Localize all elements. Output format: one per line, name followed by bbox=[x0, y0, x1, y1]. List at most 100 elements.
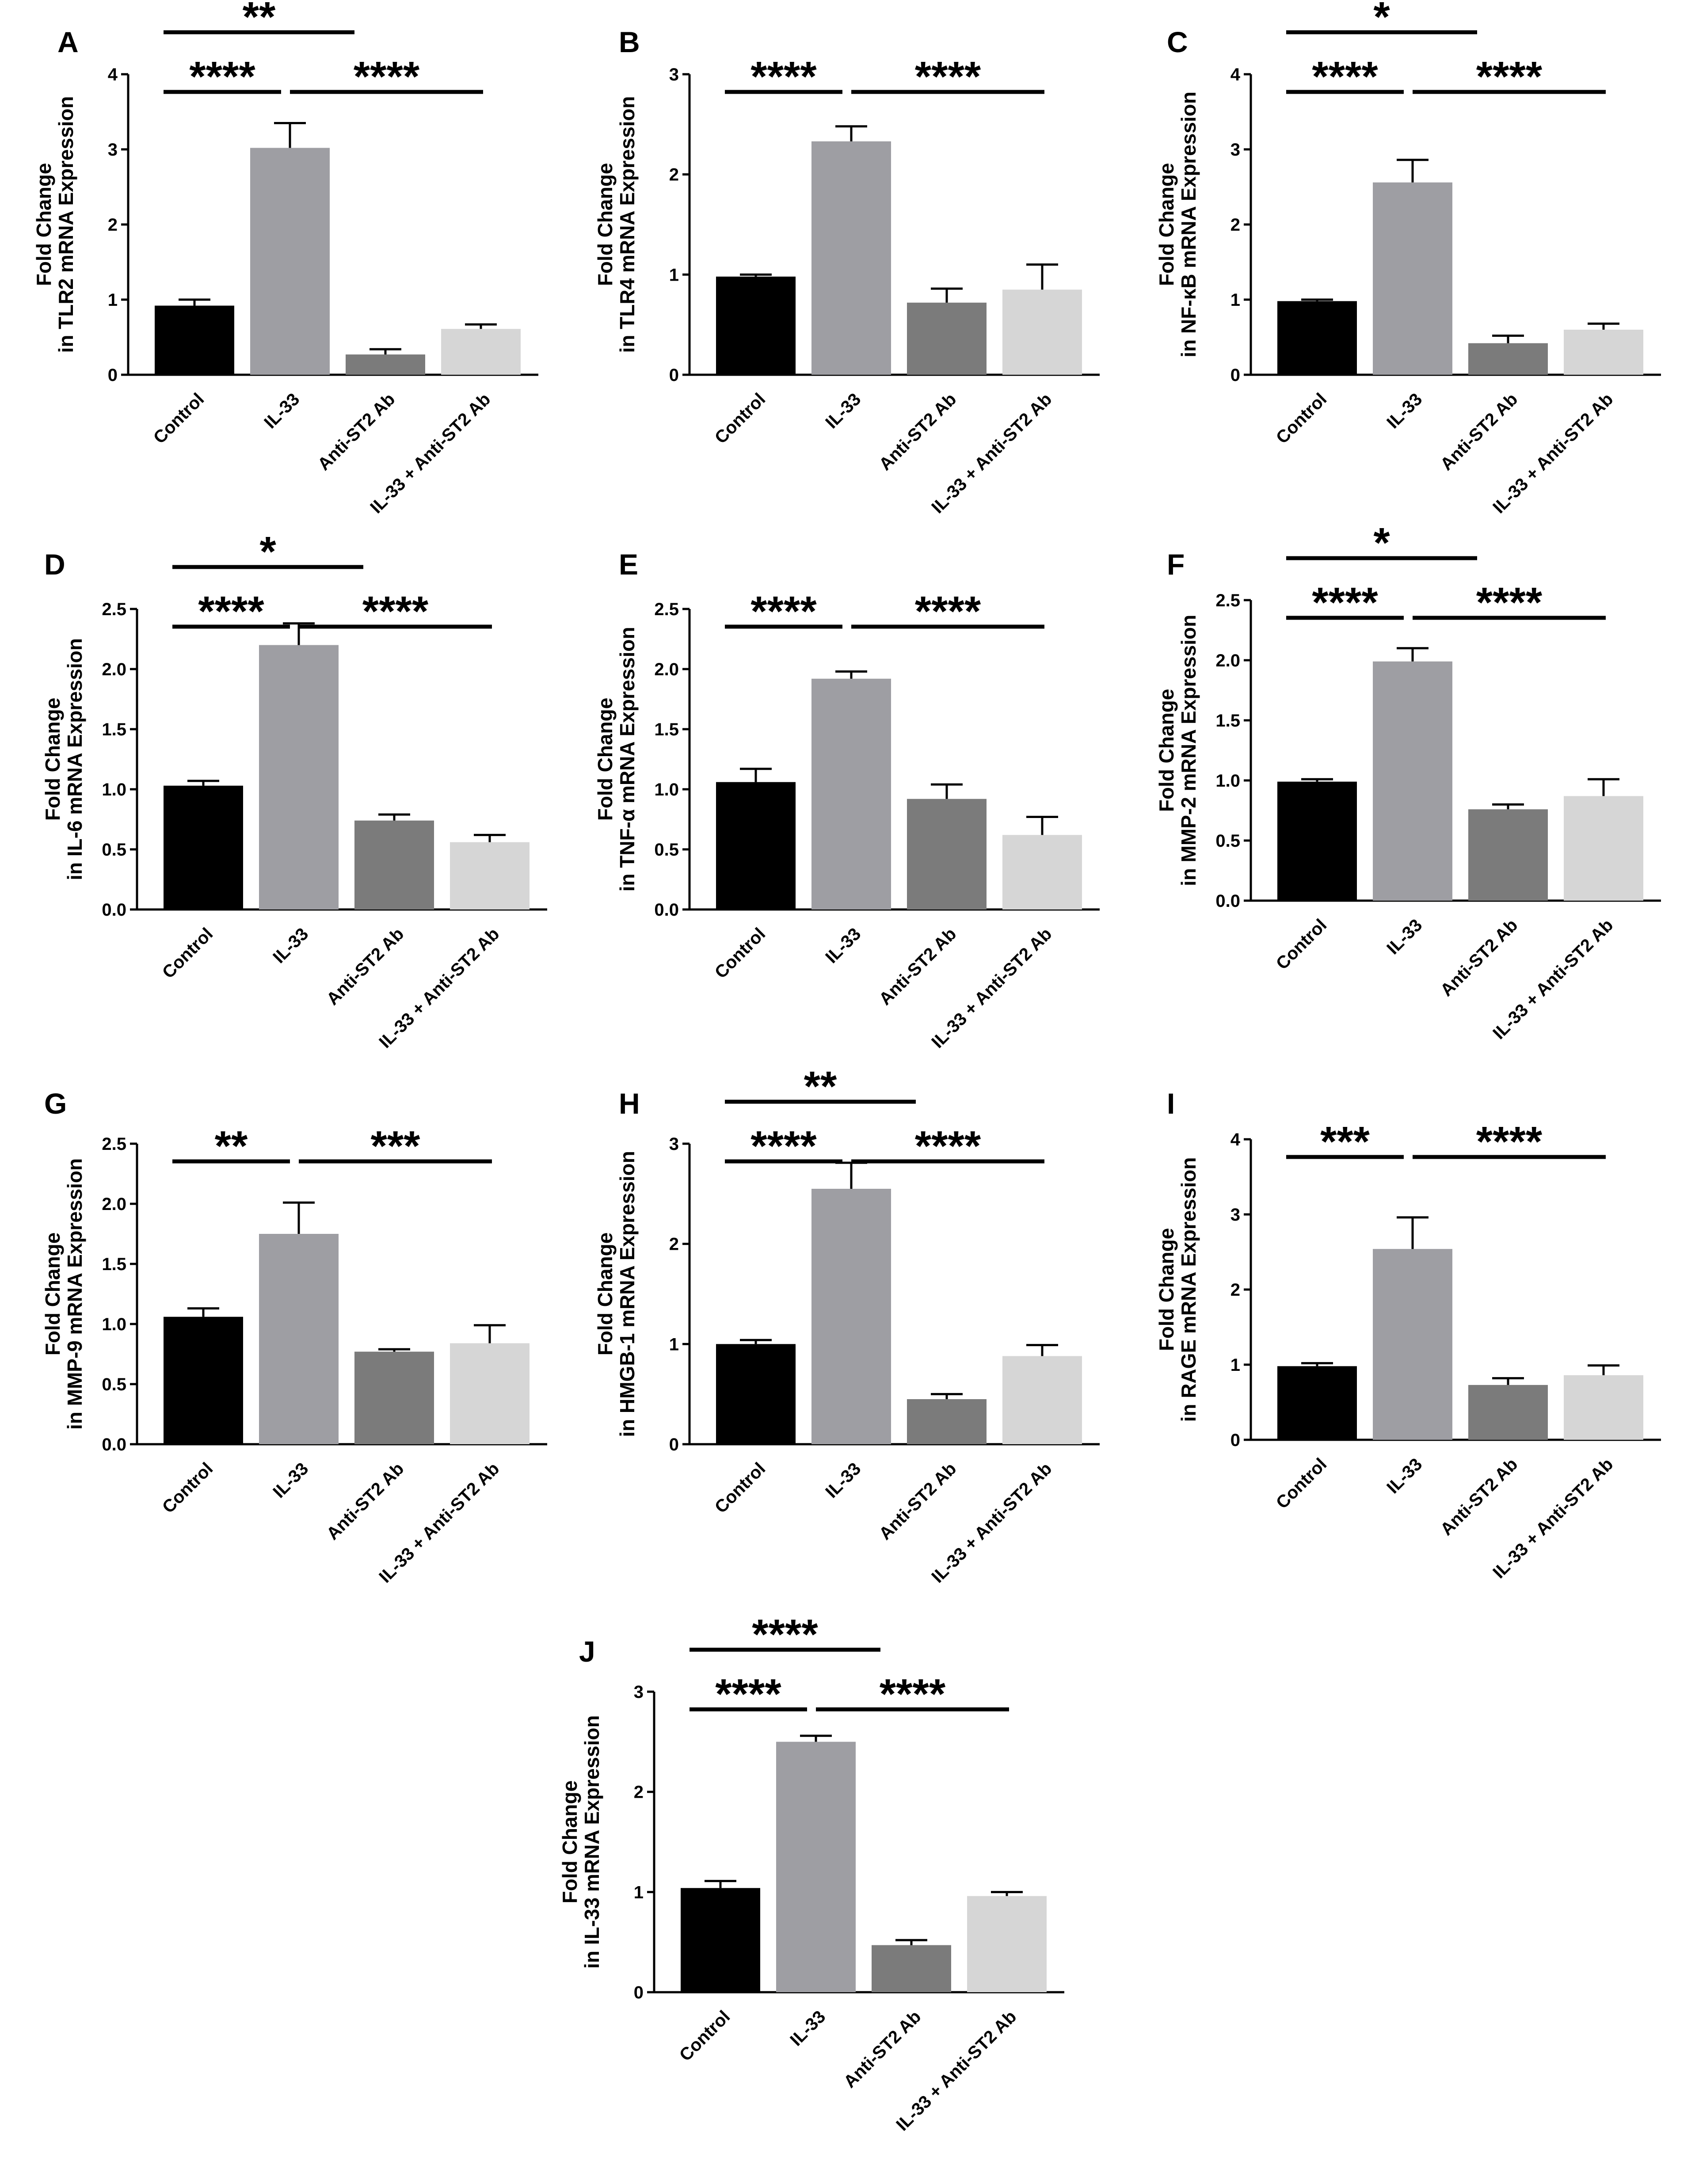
bar-4 bbox=[1002, 835, 1082, 909]
bar-1 bbox=[1277, 1366, 1357, 1440]
y-axis-label-line1: Fold Change bbox=[1155, 1228, 1178, 1351]
y-tick-label: 1.0 bbox=[102, 1315, 126, 1334]
bar-3 bbox=[1468, 343, 1548, 375]
y-tick-label: 0 bbox=[1230, 365, 1240, 385]
significance-label: **** bbox=[189, 53, 255, 100]
panel-letter: A bbox=[57, 26, 79, 58]
y-axis-label-line2: in TLR4 mRNA Expression bbox=[616, 96, 639, 353]
significance-label: * bbox=[1373, 519, 1390, 567]
y-axis-label-line1: Fold Change bbox=[1155, 689, 1178, 812]
y-axis-label-line2: in IL-6 mRNA Expression bbox=[63, 638, 86, 880]
y-tick-label: 1.5 bbox=[1215, 711, 1240, 731]
category-label: Anti-ST2 Ab bbox=[323, 1459, 408, 1544]
bar-2 bbox=[1373, 182, 1452, 375]
bar-2 bbox=[811, 141, 891, 375]
y-axis-label-line2: in TLR2 mRNA Expression bbox=[54, 96, 77, 353]
significance-label: **** bbox=[915, 53, 981, 100]
bar-2 bbox=[776, 1742, 856, 1992]
y-tick-label: 1 bbox=[669, 265, 679, 285]
bar-4 bbox=[1564, 330, 1643, 375]
significance-label: **** bbox=[915, 1122, 981, 1170]
y-tick-label: 3 bbox=[669, 65, 679, 84]
y-tick-label: 0.0 bbox=[102, 1435, 126, 1454]
category-label: Anti-ST2 Ab bbox=[1436, 1454, 1521, 1539]
y-tick-label: 2 bbox=[1230, 1280, 1240, 1300]
bar-2 bbox=[259, 645, 339, 909]
y-tick-label: 3 bbox=[108, 140, 118, 160]
category-label: IL-33 bbox=[1383, 915, 1426, 958]
category-label: Anti-ST2 Ab bbox=[875, 924, 960, 1009]
significance-label: * bbox=[1373, 0, 1390, 41]
category-label: Control bbox=[711, 389, 770, 448]
significance-label: **** bbox=[715, 1670, 781, 1718]
y-tick-label: 1.0 bbox=[102, 780, 126, 799]
bar-4 bbox=[1564, 796, 1643, 901]
bar-4 bbox=[1002, 1356, 1082, 1444]
bar-3 bbox=[354, 820, 434, 909]
y-tick-label: 2 bbox=[634, 1783, 644, 1802]
y-tick-label: 1 bbox=[669, 1335, 679, 1354]
y-tick-label: 2 bbox=[1230, 215, 1240, 235]
y-tick-label: 2 bbox=[108, 215, 118, 235]
significance-label: **** bbox=[362, 588, 429, 635]
significance-label: **** bbox=[354, 53, 420, 100]
panel-letter: G bbox=[44, 1087, 67, 1120]
y-tick-label: 0.5 bbox=[1215, 831, 1240, 851]
y-axis-label-line1: Fold Change bbox=[594, 1233, 617, 1356]
significance-label: **** bbox=[880, 1670, 946, 1718]
significance-label: **** bbox=[752, 1611, 818, 1658]
y-axis-label-line1: Fold Change bbox=[32, 163, 55, 286]
category-label: Anti-ST2 Ab bbox=[875, 389, 960, 474]
category-label: Anti-ST2 Ab bbox=[314, 389, 399, 474]
y-tick-label: 0.0 bbox=[654, 900, 679, 920]
significance-label: **** bbox=[750, 53, 817, 100]
bar-2 bbox=[811, 678, 891, 909]
y-axis-label-line2: in MMP-2 mRNA Expression bbox=[1177, 615, 1200, 886]
y-tick-label: 0.5 bbox=[102, 840, 126, 860]
category-label: Control bbox=[1272, 389, 1331, 448]
y-tick-label: 4 bbox=[1230, 65, 1241, 84]
bar-4 bbox=[450, 842, 530, 909]
y-axis-label-line2: in MMP-9 mRNA Expression bbox=[63, 1158, 86, 1430]
y-tick-label: 1 bbox=[108, 290, 118, 310]
significance-label: * bbox=[259, 528, 276, 575]
bar-4 bbox=[967, 1896, 1047, 1992]
category-label: Anti-ST2 Ab bbox=[323, 924, 408, 1009]
y-tick-label: 0.0 bbox=[102, 900, 126, 920]
significance-label: **** bbox=[750, 588, 817, 635]
significance-label: **** bbox=[1312, 579, 1378, 626]
panel-letter: J bbox=[579, 1635, 595, 1668]
significance-label: **** bbox=[198, 588, 264, 635]
y-tick-label: 1 bbox=[1230, 1355, 1240, 1375]
bar-2 bbox=[259, 1234, 339, 1444]
y-tick-label: 3 bbox=[669, 1134, 679, 1154]
bar-1 bbox=[155, 305, 234, 375]
category-label: IL-33 bbox=[822, 924, 865, 967]
category-label: IL-33 bbox=[269, 1459, 312, 1502]
y-axis-label-line2: in HMGB-1 mRNA Expression bbox=[616, 1151, 639, 1437]
bar-2 bbox=[250, 148, 330, 375]
bar-3 bbox=[1468, 809, 1548, 901]
bar-3 bbox=[872, 1945, 951, 1992]
y-tick-label: 3 bbox=[1230, 1205, 1240, 1225]
y-axis-label-line1: Fold Change bbox=[594, 163, 617, 286]
panel-letter: C bbox=[1167, 26, 1188, 58]
bar-4 bbox=[1564, 1375, 1643, 1440]
category-label: IL-33 bbox=[786, 2007, 829, 2050]
bar-3 bbox=[354, 1351, 434, 1444]
y-axis-label-line1: Fold Change bbox=[41, 698, 64, 821]
bar-1 bbox=[164, 1316, 243, 1444]
y-tick-label: 1.0 bbox=[1215, 771, 1240, 791]
y-axis-label-line1: Fold Change bbox=[1155, 163, 1178, 286]
significance-label: ** bbox=[215, 1122, 248, 1170]
significance-label: **** bbox=[1312, 53, 1378, 100]
y-tick-label: 0 bbox=[669, 1435, 679, 1454]
y-tick-label: 1.5 bbox=[102, 1255, 126, 1274]
category-label: Control bbox=[159, 924, 217, 982]
category-label: IL-33 bbox=[1383, 389, 1426, 432]
